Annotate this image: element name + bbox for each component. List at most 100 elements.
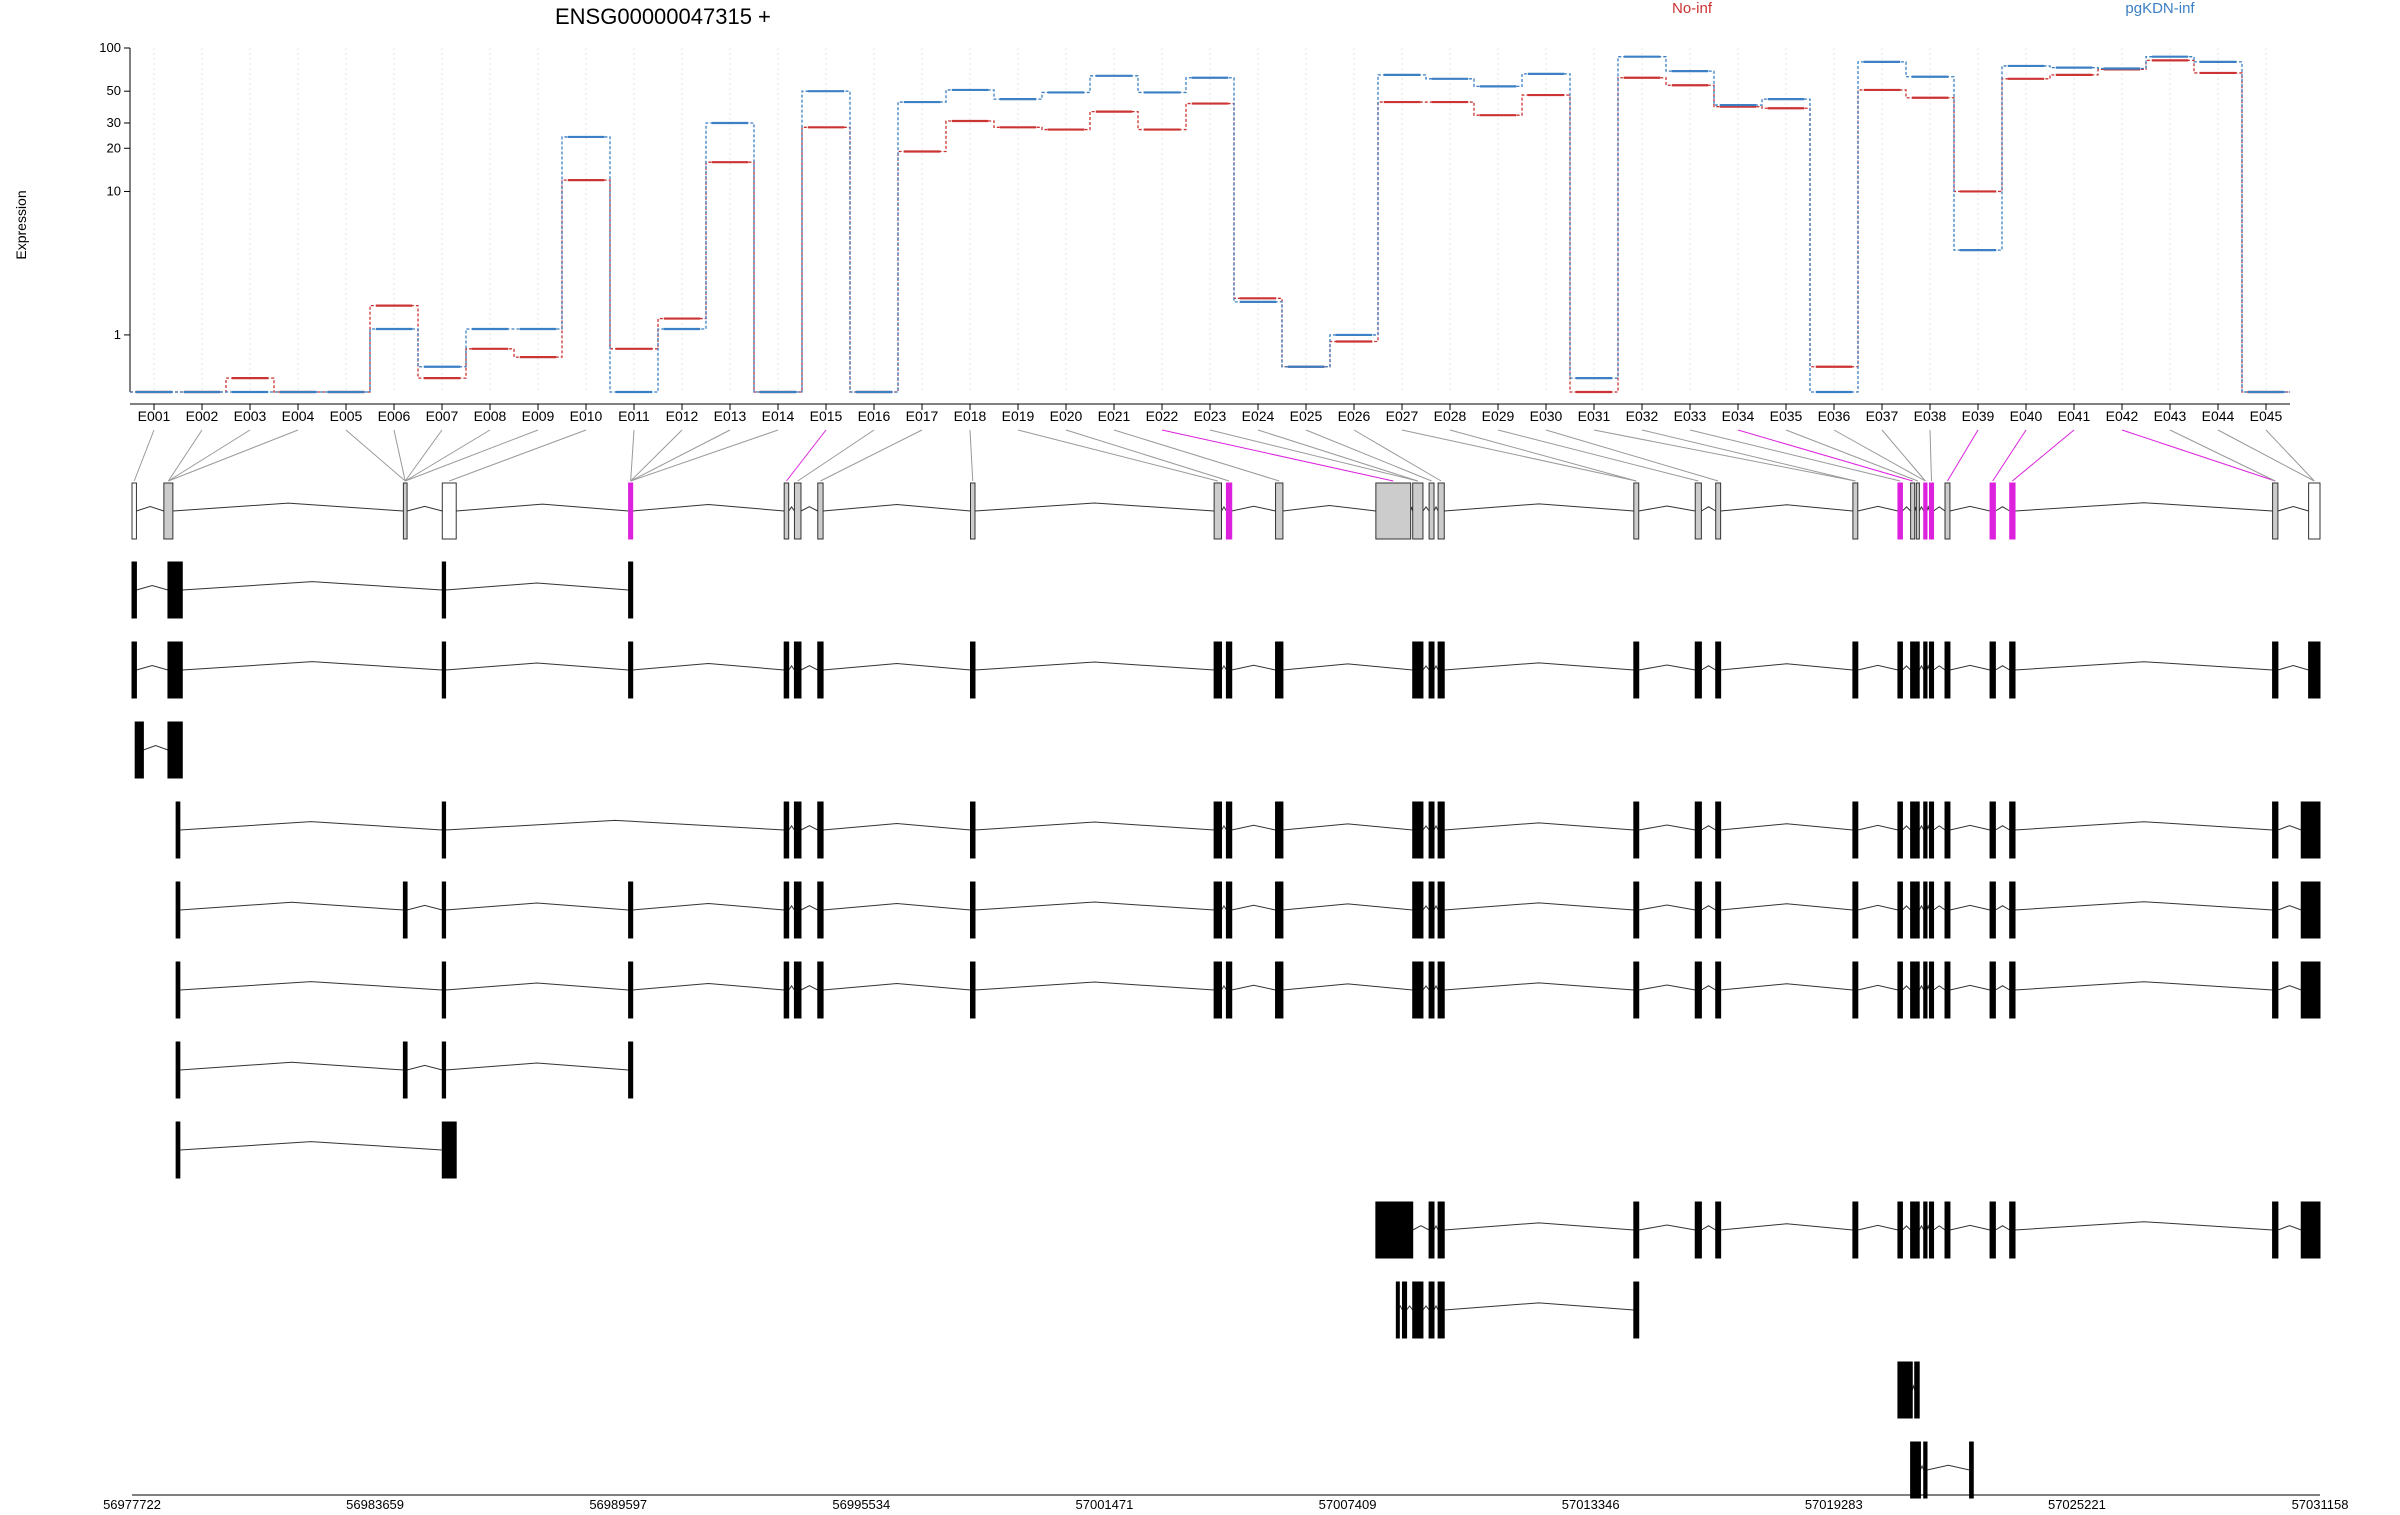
exon-block xyxy=(175,1041,181,1099)
x-tick-label: E025 xyxy=(1290,408,1323,424)
x-tick-label: E002 xyxy=(186,408,219,424)
intron xyxy=(1918,505,1925,512)
intron xyxy=(1857,824,1899,831)
exon-connector xyxy=(1833,429,1926,482)
intron xyxy=(136,506,165,512)
exon-block xyxy=(1375,1201,1414,1259)
exon-connector xyxy=(2169,429,2276,482)
intron xyxy=(1902,905,1911,911)
intron xyxy=(1926,1464,1970,1471)
series-lines xyxy=(130,55,2290,394)
intron xyxy=(1949,505,1991,512)
exon-block xyxy=(1989,482,1996,540)
intron xyxy=(1444,982,1634,991)
genomic-tick-label: 56995534 xyxy=(832,1497,890,1510)
exon-connector xyxy=(449,429,587,482)
exon-block xyxy=(1928,482,1935,540)
exon-block xyxy=(441,1121,457,1179)
intron xyxy=(1433,1224,1439,1231)
exon-block xyxy=(1213,961,1222,1019)
intron xyxy=(1933,665,1946,671)
intron xyxy=(1221,984,1227,991)
exon-block xyxy=(628,881,634,939)
intron xyxy=(1433,505,1439,512)
transcript xyxy=(175,881,2321,939)
exon-block xyxy=(969,641,976,699)
exon-block xyxy=(1989,961,1996,1019)
x-tick-label: E032 xyxy=(1626,408,1659,424)
exon-block xyxy=(1412,881,1424,939)
exon-connector xyxy=(1257,429,1418,482)
x-tick-label: E021 xyxy=(1098,408,1131,424)
exon-block xyxy=(1633,961,1640,1019)
exon-block xyxy=(793,801,802,859)
exon-connector xyxy=(1641,429,1856,482)
intron xyxy=(1221,904,1227,911)
x-tick-label: E031 xyxy=(1578,408,1611,424)
intron xyxy=(1638,664,1696,671)
genomic-tick-label: 57007409 xyxy=(1319,1497,1377,1510)
intron xyxy=(788,506,795,512)
exon-connector xyxy=(1881,429,1926,482)
intron xyxy=(1701,665,1716,671)
exon-block xyxy=(1437,482,1445,540)
x-tick-label: E012 xyxy=(666,408,699,424)
intron xyxy=(1995,985,2010,991)
y-tick-label: 100 xyxy=(99,40,121,55)
exon-block xyxy=(1694,881,1702,939)
exon-block xyxy=(1275,961,1284,1019)
intron xyxy=(1995,506,2010,512)
intron xyxy=(182,581,443,591)
exon-block xyxy=(1910,482,1916,540)
intron xyxy=(1231,664,1276,671)
exon-connector xyxy=(2265,429,2315,482)
exon-connector xyxy=(1449,429,1637,482)
intron xyxy=(2014,901,2273,911)
intron xyxy=(136,584,169,591)
intron xyxy=(1231,824,1276,831)
exon-block xyxy=(1428,482,1435,540)
exon-block xyxy=(1428,1281,1435,1339)
exon-block xyxy=(1401,1281,1408,1339)
y-axis-label: Expression xyxy=(13,190,29,259)
exon-connector xyxy=(168,429,251,482)
exon-block xyxy=(1633,641,1640,699)
x-tick-label: E009 xyxy=(522,408,555,424)
intron xyxy=(1720,663,1853,671)
x-tick-label: E017 xyxy=(906,408,939,424)
exon-connector xyxy=(1113,429,1280,482)
exon-block xyxy=(2272,801,2279,859)
intron xyxy=(974,661,1215,671)
intron xyxy=(632,902,785,911)
x-tick-label: E007 xyxy=(426,408,459,424)
exon-block xyxy=(441,881,447,939)
exon-block xyxy=(1923,881,1928,939)
exon-block xyxy=(1225,801,1233,859)
intron xyxy=(800,506,818,512)
exon-block xyxy=(1944,641,1951,699)
transcript xyxy=(1395,1281,1640,1339)
exon-block xyxy=(1428,801,1435,859)
exon-block xyxy=(1213,641,1222,699)
y-tick-label: 10 xyxy=(107,183,121,198)
exon-block xyxy=(175,1121,181,1179)
exon-connector xyxy=(786,429,827,482)
intron xyxy=(1638,505,1696,512)
intron xyxy=(2014,981,2273,991)
exon-block xyxy=(1897,482,1903,540)
intron xyxy=(1902,1225,1911,1231)
intron xyxy=(1444,1222,1634,1231)
exon-block xyxy=(2009,961,2016,1019)
exon-block xyxy=(817,961,824,1019)
intron xyxy=(1422,825,1430,831)
intron xyxy=(1720,1223,1853,1231)
transcript xyxy=(1897,1361,1920,1419)
exon-block xyxy=(1412,641,1424,699)
exon-block xyxy=(1437,961,1445,1019)
intron xyxy=(1433,824,1439,831)
intron xyxy=(2014,661,2273,671)
exon-block xyxy=(1914,1361,1920,1419)
intron xyxy=(1638,824,1696,831)
intron xyxy=(179,1061,404,1071)
